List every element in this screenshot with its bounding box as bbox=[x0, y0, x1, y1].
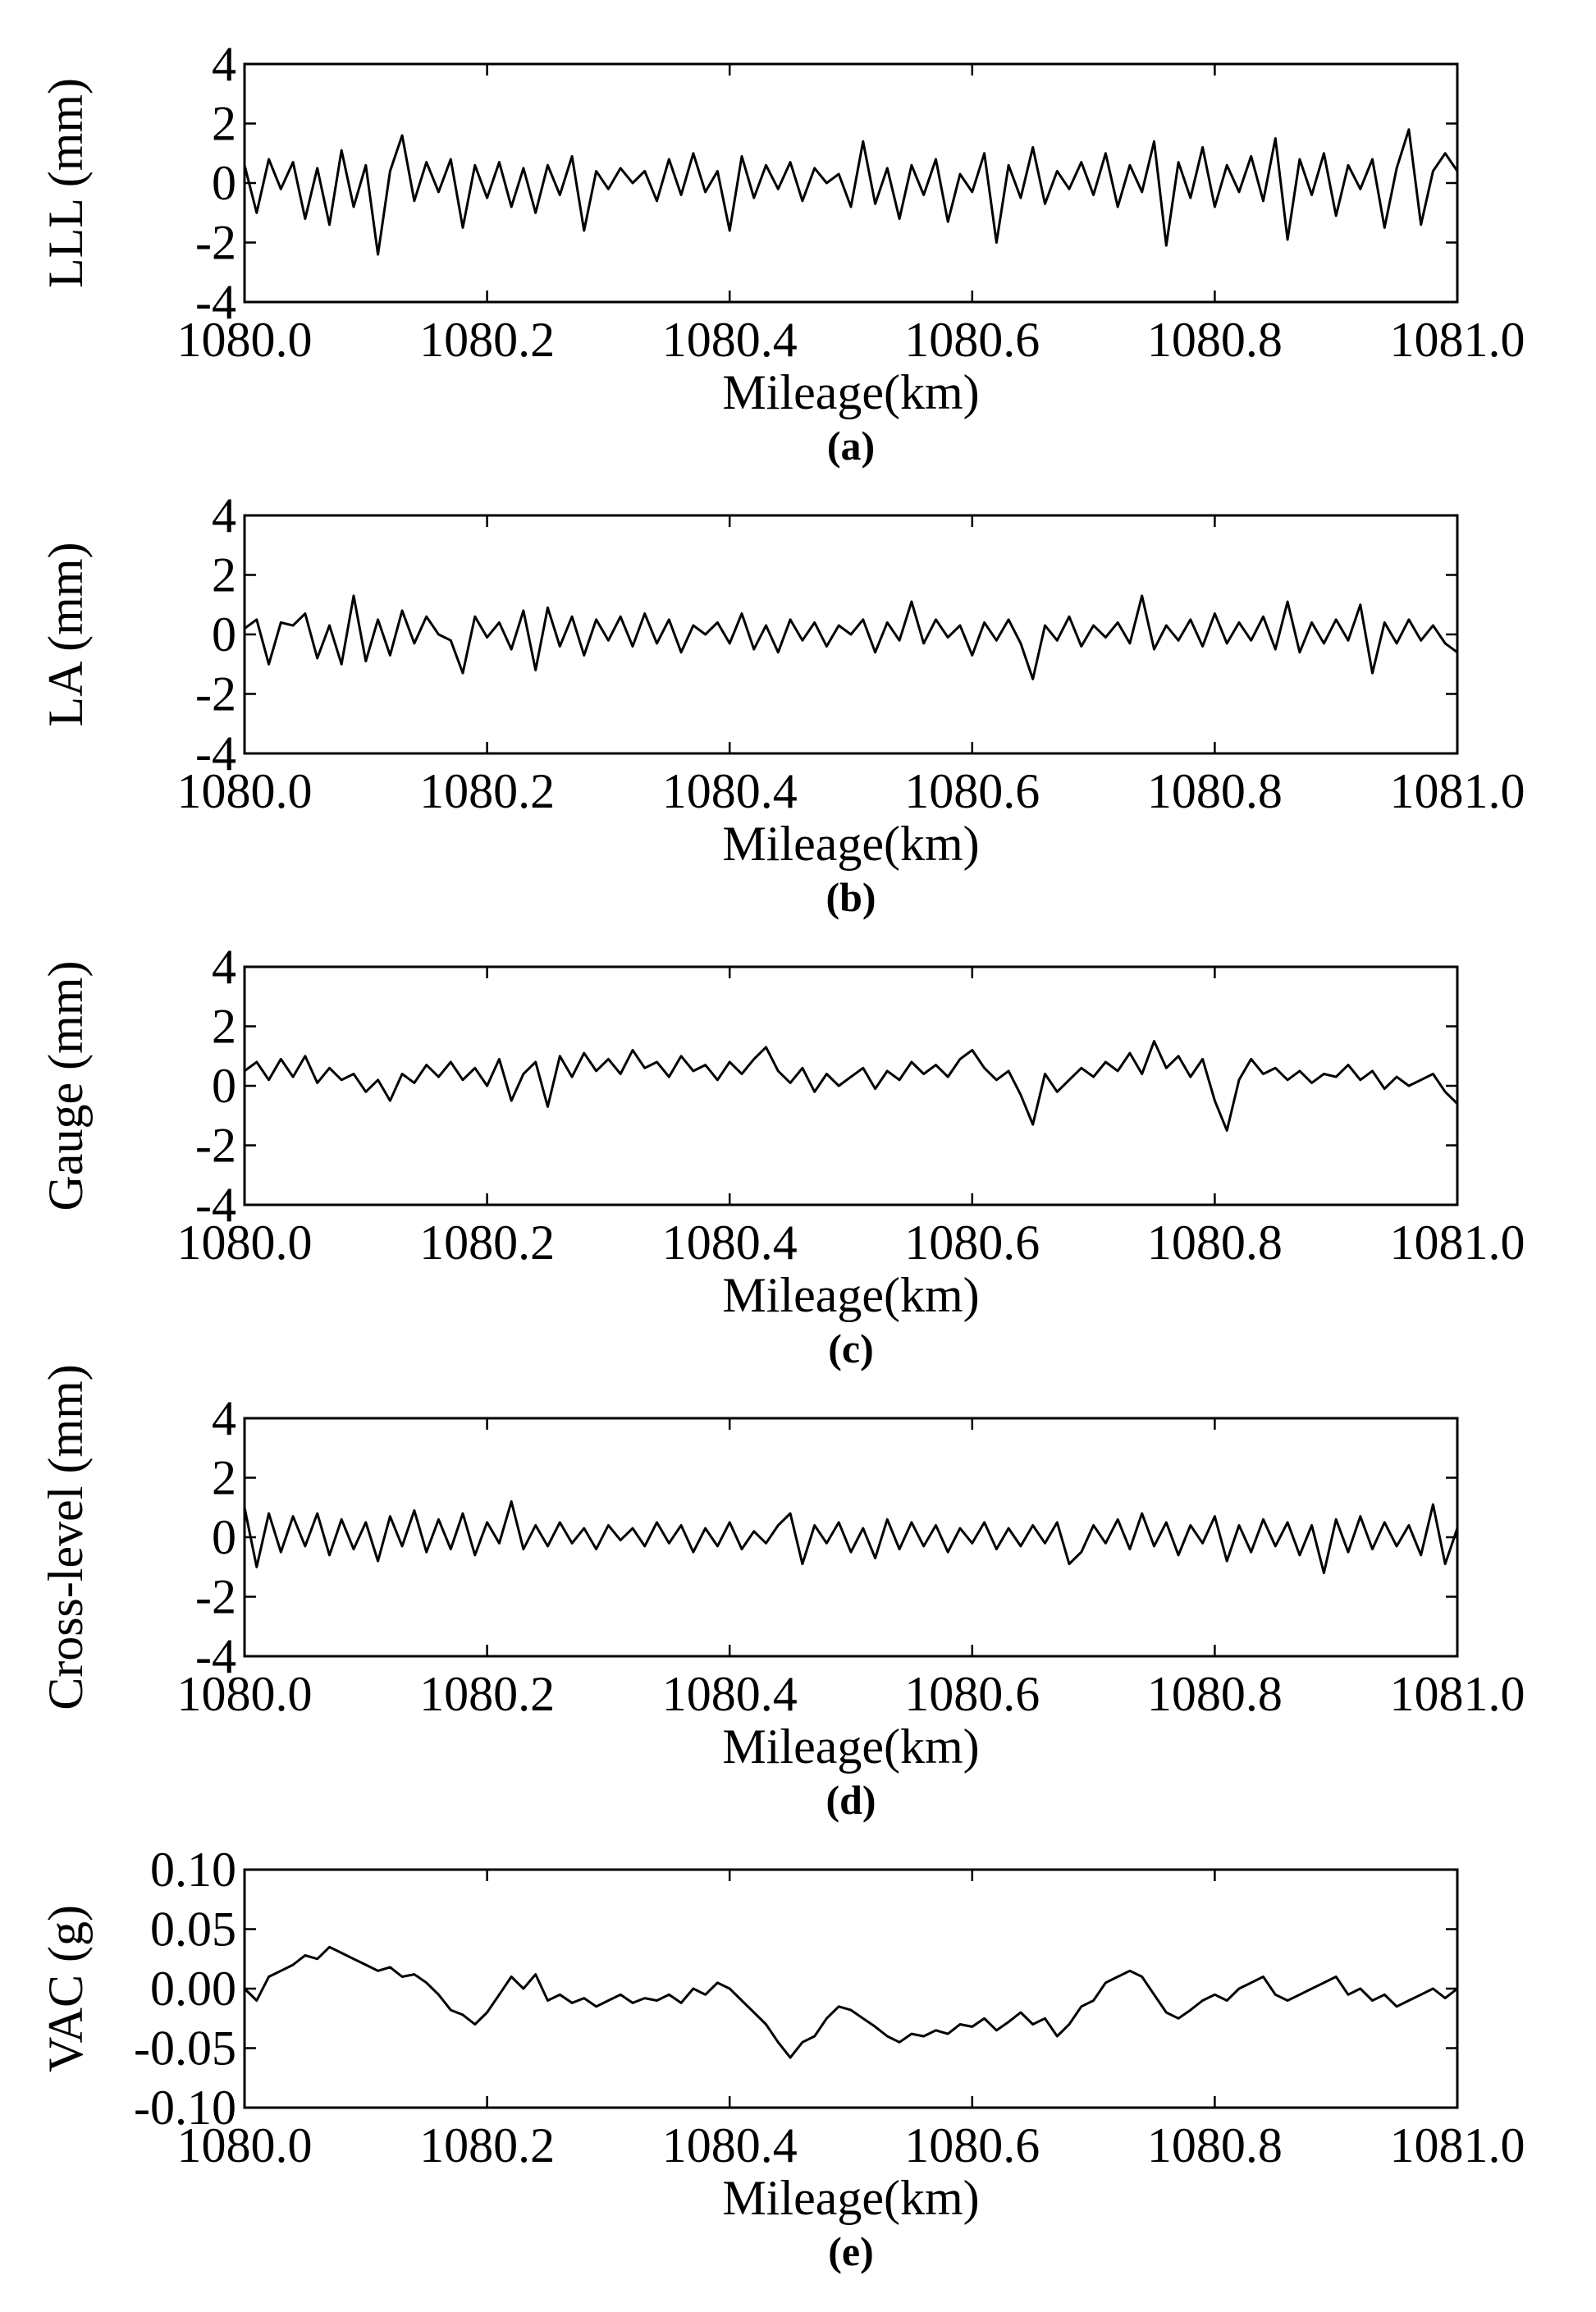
x-axis-label: Mileage(km) bbox=[722, 817, 979, 871]
x-tick-label: 1080.6 bbox=[904, 764, 1040, 818]
panel-label: (c) bbox=[828, 1325, 874, 1371]
y-tick-label: 0 bbox=[212, 607, 236, 662]
y-tick-label: -0.05 bbox=[134, 2021, 236, 2076]
y-tick-label: 0 bbox=[212, 1059, 236, 1113]
y-tick-label: 0 bbox=[212, 156, 236, 210]
x-tick-label: 1080.2 bbox=[419, 1667, 555, 1721]
x-tick-label: 1080.4 bbox=[662, 764, 798, 818]
y-tick-label: -2 bbox=[195, 1119, 236, 1173]
x-tick-label: 1080.0 bbox=[177, 313, 313, 367]
y-tick-label: 2 bbox=[212, 548, 236, 602]
x-tick-label: 1080.0 bbox=[177, 1667, 313, 1721]
x-tick-label: 1080.8 bbox=[1147, 1216, 1283, 1270]
x-tick-label: 1080.2 bbox=[419, 313, 555, 367]
panel-label: (a) bbox=[827, 423, 875, 469]
x-tick-label: 1080.6 bbox=[904, 1216, 1040, 1270]
x-axis-label: Mileage(km) bbox=[722, 1268, 979, 1322]
y-tick-label: 0.10 bbox=[150, 1843, 236, 1897]
y-tick-label: -4 bbox=[195, 1629, 236, 1683]
x-tick-label: 1080.2 bbox=[419, 1216, 555, 1270]
y-tick-label: 4 bbox=[212, 488, 236, 543]
panel-label: (e) bbox=[828, 2228, 874, 2274]
panel-label: (d) bbox=[825, 1777, 876, 1823]
y-tick-label: -2 bbox=[195, 1570, 236, 1624]
series-line bbox=[244, 1040, 1459, 1132]
x-tick-label: 1081.0 bbox=[1390, 1216, 1525, 1270]
x-tick-label: 1080.8 bbox=[1147, 313, 1283, 367]
x-axis-label: Mileage(km) bbox=[722, 1719, 979, 1774]
y-axis-label: VAC (g) bbox=[39, 1905, 93, 2072]
y-tick-label: -0.10 bbox=[134, 2081, 236, 2135]
y-tick-label: -4 bbox=[195, 726, 236, 781]
plot-frame bbox=[243, 1417, 1459, 1658]
panel-b: 1080.0 1080.2 1080.4 1080.6 1080.8 1081.0 -4-2… bbox=[39, 488, 1525, 920]
x-tick-label: 1080.8 bbox=[1147, 764, 1283, 818]
series-line bbox=[244, 594, 1458, 680]
x-tick-label: 1080.8 bbox=[1147, 2118, 1283, 2172]
y-tick-label: 4 bbox=[212, 37, 236, 91]
x-tick-label: 1081.0 bbox=[1390, 2118, 1525, 2172]
y-tick-label: -2 bbox=[195, 216, 236, 270]
x-tick-label: 1080.2 bbox=[419, 764, 555, 818]
y-tick-label: -2 bbox=[195, 667, 236, 721]
x-tick-label: 1080.2 bbox=[419, 2118, 555, 2172]
x-tick-label: 1080.6 bbox=[904, 2118, 1040, 2172]
y-tick-label: 0 bbox=[212, 1510, 236, 1564]
x-tick-label: 1080.4 bbox=[662, 313, 798, 367]
panel-c: 1080.0 1080.2 1080.4 1080.6 1080.8 1081.0 -4-2… bbox=[39, 940, 1525, 1371]
y-tick-label: 4 bbox=[212, 940, 236, 994]
x-tick-label: 1080.0 bbox=[177, 2118, 313, 2172]
series-line bbox=[243, 1945, 1458, 2059]
y-tick-label: -4 bbox=[195, 275, 236, 329]
y-tick-label: 0.05 bbox=[150, 1902, 236, 1957]
x-axis-label: Mileage(km) bbox=[722, 2171, 979, 2225]
plot-frame bbox=[243, 1868, 1459, 2109]
x-tick-label: 1080.6 bbox=[904, 1667, 1040, 1721]
panel-a: 1080.0 1080.2 1080.4 1080.6 1080.8 1081.0 -4-2… bbox=[39, 37, 1525, 469]
x-tick-label: 1080.4 bbox=[662, 1216, 798, 1270]
y-axis-label: LLL (mm) bbox=[39, 78, 93, 288]
y-tick-label: 2 bbox=[212, 97, 236, 151]
y-axis-label: Gauge (mm) bbox=[39, 961, 93, 1211]
x-tick-label: 1081.0 bbox=[1390, 764, 1525, 818]
x-tick-label: 1081.0 bbox=[1390, 313, 1525, 367]
y-tick-label: -4 bbox=[195, 1178, 236, 1232]
x-tick-label: 1080.0 bbox=[177, 764, 313, 818]
y-axis-label: LA (mm) bbox=[39, 543, 93, 727]
panel-e: 1080.0 1080.2 1080.4 1080.6 1080.8 1081.0 -0.1… bbox=[39, 1843, 1525, 2274]
series-line bbox=[243, 1500, 1459, 1574]
x-tick-label: 1080.8 bbox=[1147, 1667, 1283, 1721]
y-tick-label: 4 bbox=[212, 1391, 236, 1445]
y-tick-label: 2 bbox=[212, 1000, 236, 1054]
x-tick-label: 1080.6 bbox=[904, 313, 1040, 367]
plot-frame bbox=[243, 62, 1459, 304]
x-tick-label: 1081.0 bbox=[1390, 1667, 1525, 1721]
y-tick-label: 2 bbox=[212, 1451, 236, 1505]
x-axis-label: Mileage(km) bbox=[722, 365, 979, 419]
y-axis-label: Cross-level (mm) bbox=[39, 1364, 93, 1710]
y-tick-label: 0.00 bbox=[150, 1962, 236, 2016]
panel-d: 1080.0 1080.2 1080.4 1080.6 1080.8 1081.0 -4-2… bbox=[39, 1364, 1525, 1823]
x-tick-label: 1080.0 bbox=[177, 1216, 313, 1270]
x-tick-label: 1080.4 bbox=[662, 2118, 798, 2172]
x-tick-label: 1080.4 bbox=[662, 1667, 798, 1721]
series-line bbox=[243, 128, 1459, 256]
plot-frame bbox=[243, 965, 1459, 1206]
panel-label: (b) bbox=[825, 874, 876, 920]
